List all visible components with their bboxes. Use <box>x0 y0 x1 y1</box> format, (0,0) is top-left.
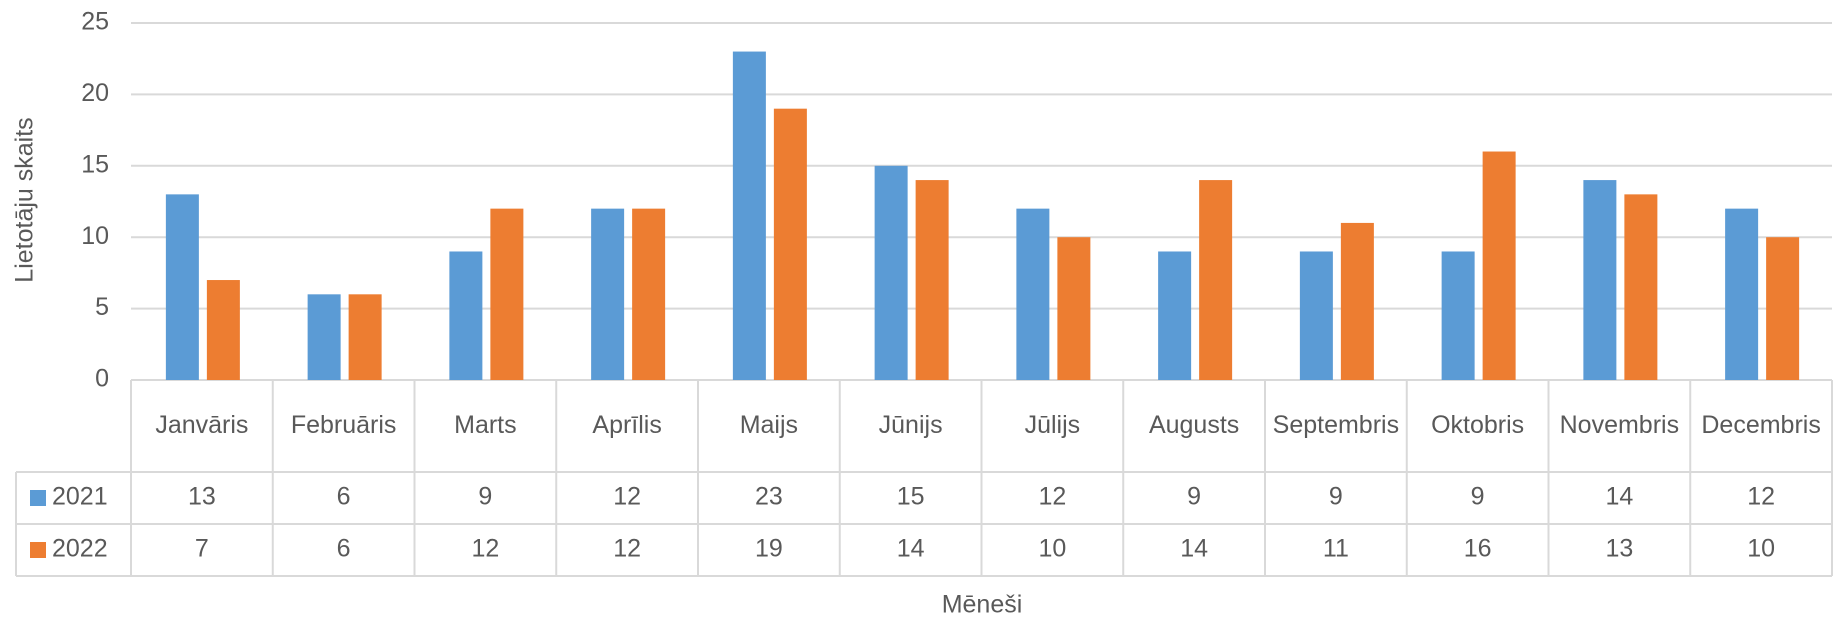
table-value: 10 <box>1038 535 1066 563</box>
x-tick-label: Jūlijs <box>1024 411 1081 440</box>
table-value: 13 <box>188 483 216 511</box>
x-tick-label: Janvāris <box>155 411 249 440</box>
y-tick-label: 10 <box>81 222 109 250</box>
table-value: 23 <box>755 483 783 511</box>
bar <box>1016 208 1050 380</box>
bar <box>1766 237 1800 380</box>
bar <box>206 280 240 380</box>
table-value: 9 <box>1187 483 1201 511</box>
x-tick-label: Aprīlis <box>592 411 662 440</box>
table-value: 12 <box>471 535 499 563</box>
bar <box>732 51 766 381</box>
bar <box>1624 194 1658 380</box>
x-axis-title: Mēneši <box>942 591 1023 619</box>
x-tick-label-box: Februāris <box>290 411 397 440</box>
table-value: 6 <box>337 535 351 563</box>
x-tick-label: Maijs <box>739 411 799 440</box>
bar <box>915 180 949 380</box>
table-value: 14 <box>897 535 925 563</box>
legend-swatch <box>30 490 46 506</box>
x-tick-label-box: Janvāris <box>155 411 249 440</box>
x-tick-label: Septembris <box>1272 411 1400 440</box>
table-value: 13 <box>1605 535 1633 563</box>
y-tick-label: 5 <box>95 293 109 321</box>
bar <box>773 108 807 381</box>
bar <box>165 194 199 380</box>
table-value: 12 <box>613 535 641 563</box>
bar <box>1482 151 1516 380</box>
bar <box>874 165 908 380</box>
table-value: 7 <box>195 535 209 563</box>
legend-label: 2022 <box>52 535 108 563</box>
bar <box>1340 222 1374 380</box>
table-value: 11 <box>1323 535 1349 563</box>
bar <box>1441 251 1475 380</box>
x-tick-label: Februāris <box>290 411 397 440</box>
y-tick-label: 0 <box>95 365 109 393</box>
x-tick-label-box: Decembris <box>1701 411 1821 440</box>
y-tick-label: 25 <box>81 8 109 36</box>
table-value: 12 <box>613 483 641 511</box>
bar <box>1158 251 1192 380</box>
bar <box>490 208 524 380</box>
table-value: 12 <box>1747 483 1775 511</box>
bar <box>632 208 666 380</box>
table-value: 19 <box>755 535 783 563</box>
x-tick-label-box: Jūnijs <box>878 411 943 440</box>
x-tick-label: Oktobris <box>1431 411 1525 440</box>
bar <box>1199 180 1233 380</box>
bar <box>449 251 483 380</box>
legend-swatch <box>30 542 46 558</box>
bar <box>1583 180 1617 380</box>
x-tick-label-box: Maijs <box>739 411 799 440</box>
table-value: 10 <box>1747 535 1775 563</box>
bar <box>591 208 625 380</box>
table-value: 9 <box>1329 483 1343 511</box>
x-tick-label: Marts <box>454 411 517 440</box>
x-tick-label-box: Novembris <box>1559 411 1680 440</box>
table-value: 9 <box>478 483 492 511</box>
x-tick-label-box: Aprīlis <box>592 411 662 440</box>
x-tick-label-box: Jūlijs <box>1024 411 1081 440</box>
bar <box>1725 208 1759 380</box>
x-tick-label: Novembris <box>1559 411 1680 440</box>
legend-label: 2021 <box>52 483 108 511</box>
y-axis-title: Lietotāju skaits <box>11 117 39 282</box>
bar <box>1299 251 1333 380</box>
table-value: 12 <box>1038 483 1066 511</box>
table-value: 15 <box>897 483 925 511</box>
x-tick-label-box: Marts <box>454 411 517 440</box>
bar <box>307 294 341 380</box>
x-tick-label-box: Augusts <box>1148 411 1240 440</box>
table-value: 16 <box>1464 535 1492 563</box>
x-tick-label: Decembris <box>1701 411 1821 440</box>
bar <box>1057 237 1091 380</box>
table-value: 14 <box>1605 483 1633 511</box>
table-value: 14 <box>1180 535 1208 563</box>
table-value: 9 <box>1471 483 1485 511</box>
x-tick-label: Jūnijs <box>878 411 943 440</box>
y-tick-label: 20 <box>81 79 109 107</box>
x-tick-label-box: Oktobris <box>1431 411 1525 440</box>
y-tick-label: 15 <box>81 150 109 178</box>
bar <box>348 294 382 380</box>
table-value: 6 <box>337 483 351 511</box>
x-tick-label-box: Septembris <box>1272 411 1400 440</box>
x-tick-label: Augusts <box>1148 411 1240 440</box>
